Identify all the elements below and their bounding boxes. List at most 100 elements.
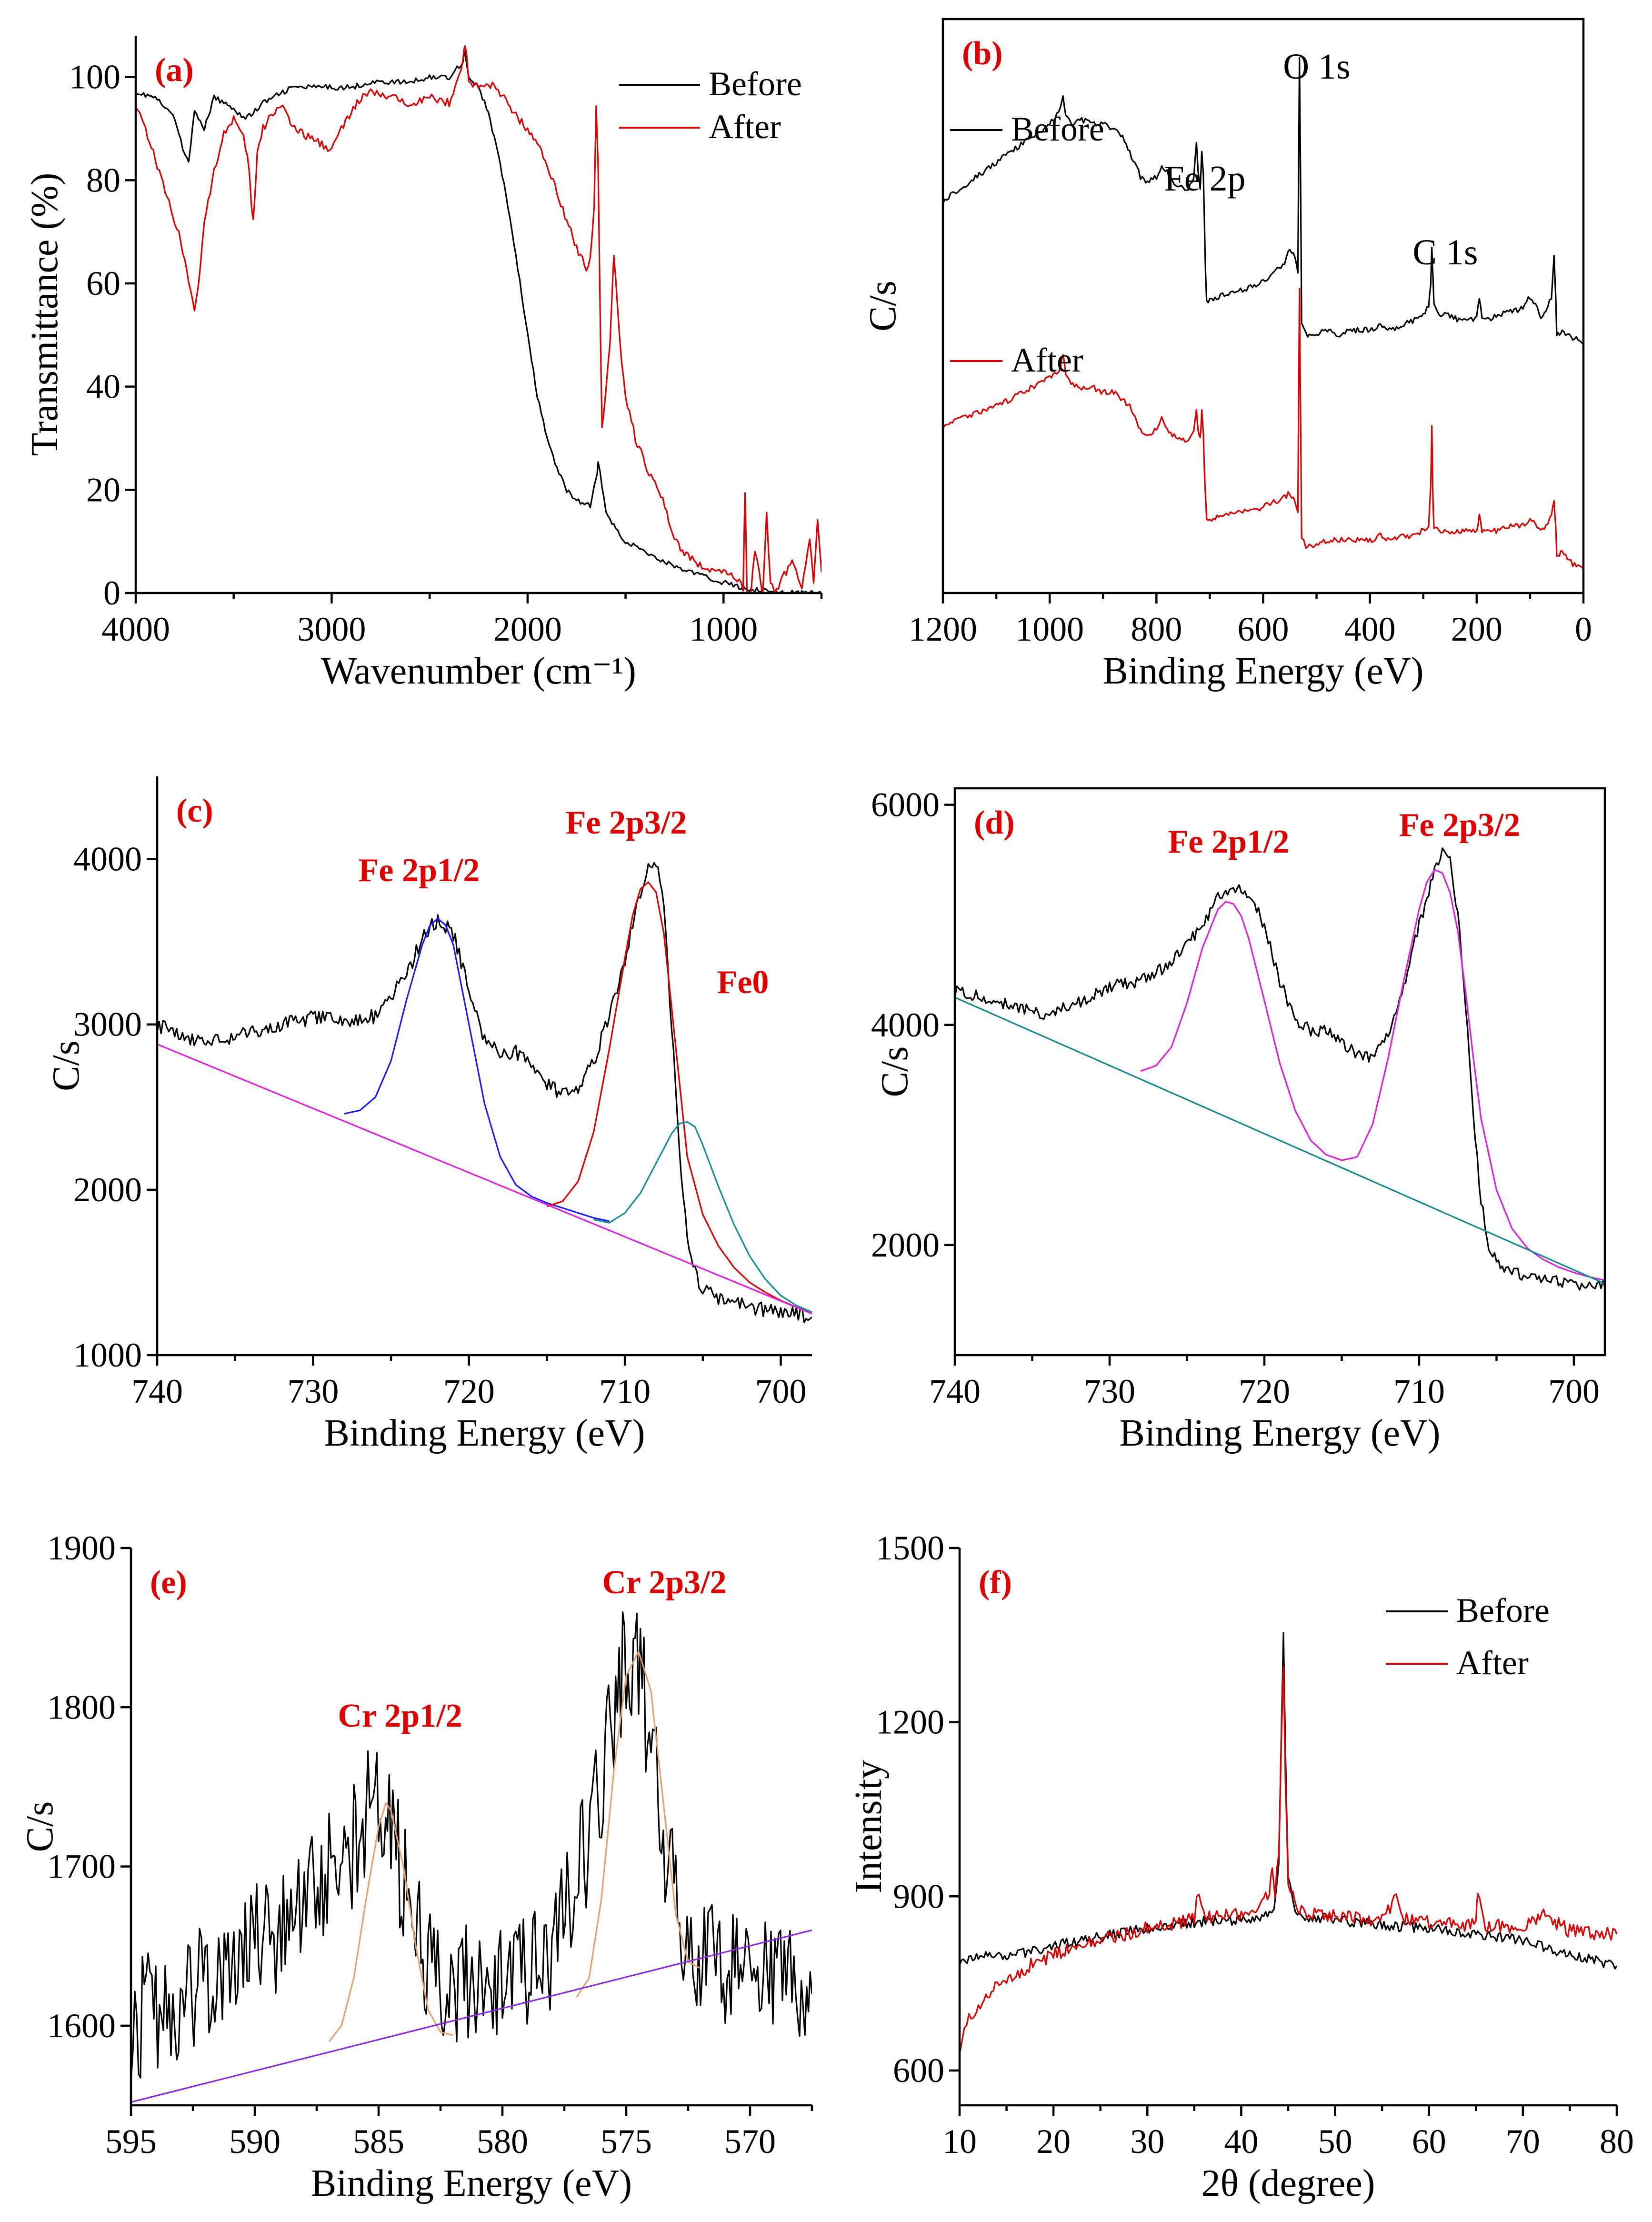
- series-measured: [131, 1611, 812, 2081]
- y-tick-label: 3000: [73, 1005, 142, 1044]
- series-after: [136, 45, 821, 593]
- x-tick-label: 590: [229, 2122, 280, 2161]
- y-tick-label: 1700: [47, 1848, 116, 1886]
- y-tick-label: 4000: [73, 840, 142, 878]
- panel-label: (e): [150, 1564, 187, 1601]
- x-tick-label: 600: [1238, 610, 1289, 648]
- y-tick-label: 1800: [47, 1688, 116, 1726]
- x-tick-label: 730: [1084, 1372, 1135, 1410]
- panel-label: (a): [155, 52, 194, 89]
- y-tick-label: 40: [86, 368, 120, 406]
- peak-label: Fe 2p1/2: [1168, 824, 1290, 860]
- x-tick-label: 40: [1224, 2122, 1258, 2161]
- series-baseline: [157, 1043, 812, 1315]
- chart-panel-1: 1200 1000 800 600 400 200 0 Binding Energy (eV)…: [862, 18, 1592, 692]
- series-cr-2p3-2-fit: [576, 1650, 701, 1998]
- y-axis-title: Transmittance (%): [24, 173, 66, 456]
- x-tick-label: 30: [1130, 2122, 1164, 2161]
- legend-label: After: [1011, 341, 1083, 379]
- series-baseline: [131, 1929, 812, 2103]
- x-tick-label: 575: [601, 2122, 652, 2161]
- y-tick-label: 1900: [47, 1529, 116, 1567]
- x-axis-title: 2θ (degree): [1201, 2162, 1375, 2204]
- x-tick-label: 80: [1600, 2122, 1634, 2161]
- x-tick-label: 70: [1506, 2122, 1540, 2161]
- x-axis-title: Binding Energy (eV): [311, 2162, 632, 2204]
- x-tick-label: 200: [1451, 610, 1502, 648]
- series-fe0-fit: [593, 1121, 812, 1313]
- peak-label: Fe 2p3/2: [1399, 807, 1521, 844]
- panel-label: (c): [176, 793, 213, 829]
- y-tick-label: 60: [86, 264, 120, 302]
- y-tick-label: 6000: [871, 786, 940, 824]
- series-fe-2p1-2-fit: [1140, 901, 1358, 1161]
- x-tick-label: 700: [755, 1372, 807, 1410]
- peak-label: Fe 2p3/2: [566, 804, 687, 841]
- peak-label: Fe 2p: [1164, 159, 1246, 199]
- series-before: [960, 1632, 1617, 1970]
- y-axis-title: C/s: [45, 1040, 87, 1091]
- x-axis-title: Binding Energy (eV): [1103, 650, 1424, 692]
- y-tick-label: 1000: [73, 1336, 142, 1374]
- y-tick-label: 0: [103, 574, 120, 612]
- panel-label: (f): [979, 1564, 1012, 1601]
- x-tick-label: 740: [929, 1372, 981, 1410]
- plot-frame: [953, 787, 1606, 1357]
- x-tick-label: 10: [942, 2122, 977, 2161]
- x-tick-label: 1200: [909, 610, 977, 648]
- peak-label: C 1s: [1412, 232, 1478, 272]
- series-cr-2p1-2-fit: [328, 1802, 453, 2042]
- y-tick-label: 100: [69, 58, 120, 96]
- series-fe-2p1-2-fit: [344, 917, 610, 1222]
- x-tick-label: 740: [131, 1372, 183, 1410]
- legend-label: After: [1456, 1644, 1529, 1682]
- y-tick-label: 2000: [73, 1171, 142, 1209]
- x-tick-label: 720: [1239, 1372, 1290, 1410]
- series-fe-2p3-2-fit: [547, 881, 812, 1313]
- x-tick-label: 570: [724, 2122, 776, 2161]
- x-axis-title: Wavenumber (cm⁻¹): [321, 650, 636, 692]
- y-axis-title: C/s: [19, 1801, 61, 1852]
- y-axis-title: C/s: [862, 281, 904, 332]
- y-tick-label: 2000: [871, 1226, 940, 1264]
- x-tick-label: 595: [105, 2122, 157, 2161]
- panel-label: (b): [962, 35, 1003, 72]
- x-tick-label: 2000: [493, 610, 562, 648]
- x-tick-label: 700: [1548, 1372, 1600, 1410]
- y-axis-title: C/s: [874, 1046, 916, 1097]
- chart-panel-0: 4000 3000 2000 1000 0 20 40 60 80 100 Wavenumber (…: [24, 36, 823, 692]
- y-tick-label: 1200: [876, 1703, 944, 1741]
- series-after: [943, 288, 1583, 570]
- legend-label: Before: [1011, 110, 1104, 148]
- legend-label: Before: [709, 65, 802, 103]
- x-tick-label: 3000: [297, 610, 366, 648]
- x-tick-label: 4000: [101, 610, 170, 648]
- x-tick-label: 710: [1393, 1372, 1445, 1410]
- x-tick-label: 580: [477, 2122, 528, 2161]
- y-tick-label: 80: [86, 161, 120, 199]
- chart-panel-3: 740 730 720 710 700 2000 4000 6000 Binding Energ…: [871, 786, 1606, 1454]
- peak-label: Cr 2p1/2: [338, 1698, 462, 1734]
- y-tick-label: 600: [893, 2051, 944, 2090]
- chart-panel-2: 740 730 720 710 700 1000 2000 3000 4000 Binding E…: [45, 776, 812, 1454]
- y-tick-label: 900: [893, 1877, 944, 1915]
- y-tick-label: 1500: [876, 1529, 944, 1567]
- x-tick-label: 585: [353, 2122, 404, 2161]
- peak-label: Fe 2p1/2: [359, 852, 480, 889]
- series-baseline: [955, 996, 1605, 1285]
- chart-panel-4: 595 590 585 580 575 570 1600 1700 1800 1900 Bindin…: [19, 1529, 813, 2204]
- chart-panel-5: 10 20 30 40 50 60 70 80 600 900 1200 1500 2θ (degree…: [848, 1529, 1634, 2204]
- series-fe-2p3-2-fit: [1356, 869, 1605, 1281]
- x-tick-label: 800: [1131, 610, 1182, 648]
- series-measured: [157, 862, 812, 1323]
- peak-label: Fe0: [717, 964, 769, 1001]
- legend-label: After: [709, 108, 781, 146]
- x-tick-label: 400: [1344, 610, 1396, 648]
- x-tick-label: 50: [1318, 2122, 1352, 2161]
- x-axis-title: Binding Energy (eV): [324, 1412, 645, 1454]
- x-tick-label: 0: [1575, 610, 1592, 648]
- peak-label: O 1s: [1283, 47, 1350, 87]
- x-tick-label: 60: [1412, 2122, 1446, 2161]
- series-measured: [955, 847, 1605, 1291]
